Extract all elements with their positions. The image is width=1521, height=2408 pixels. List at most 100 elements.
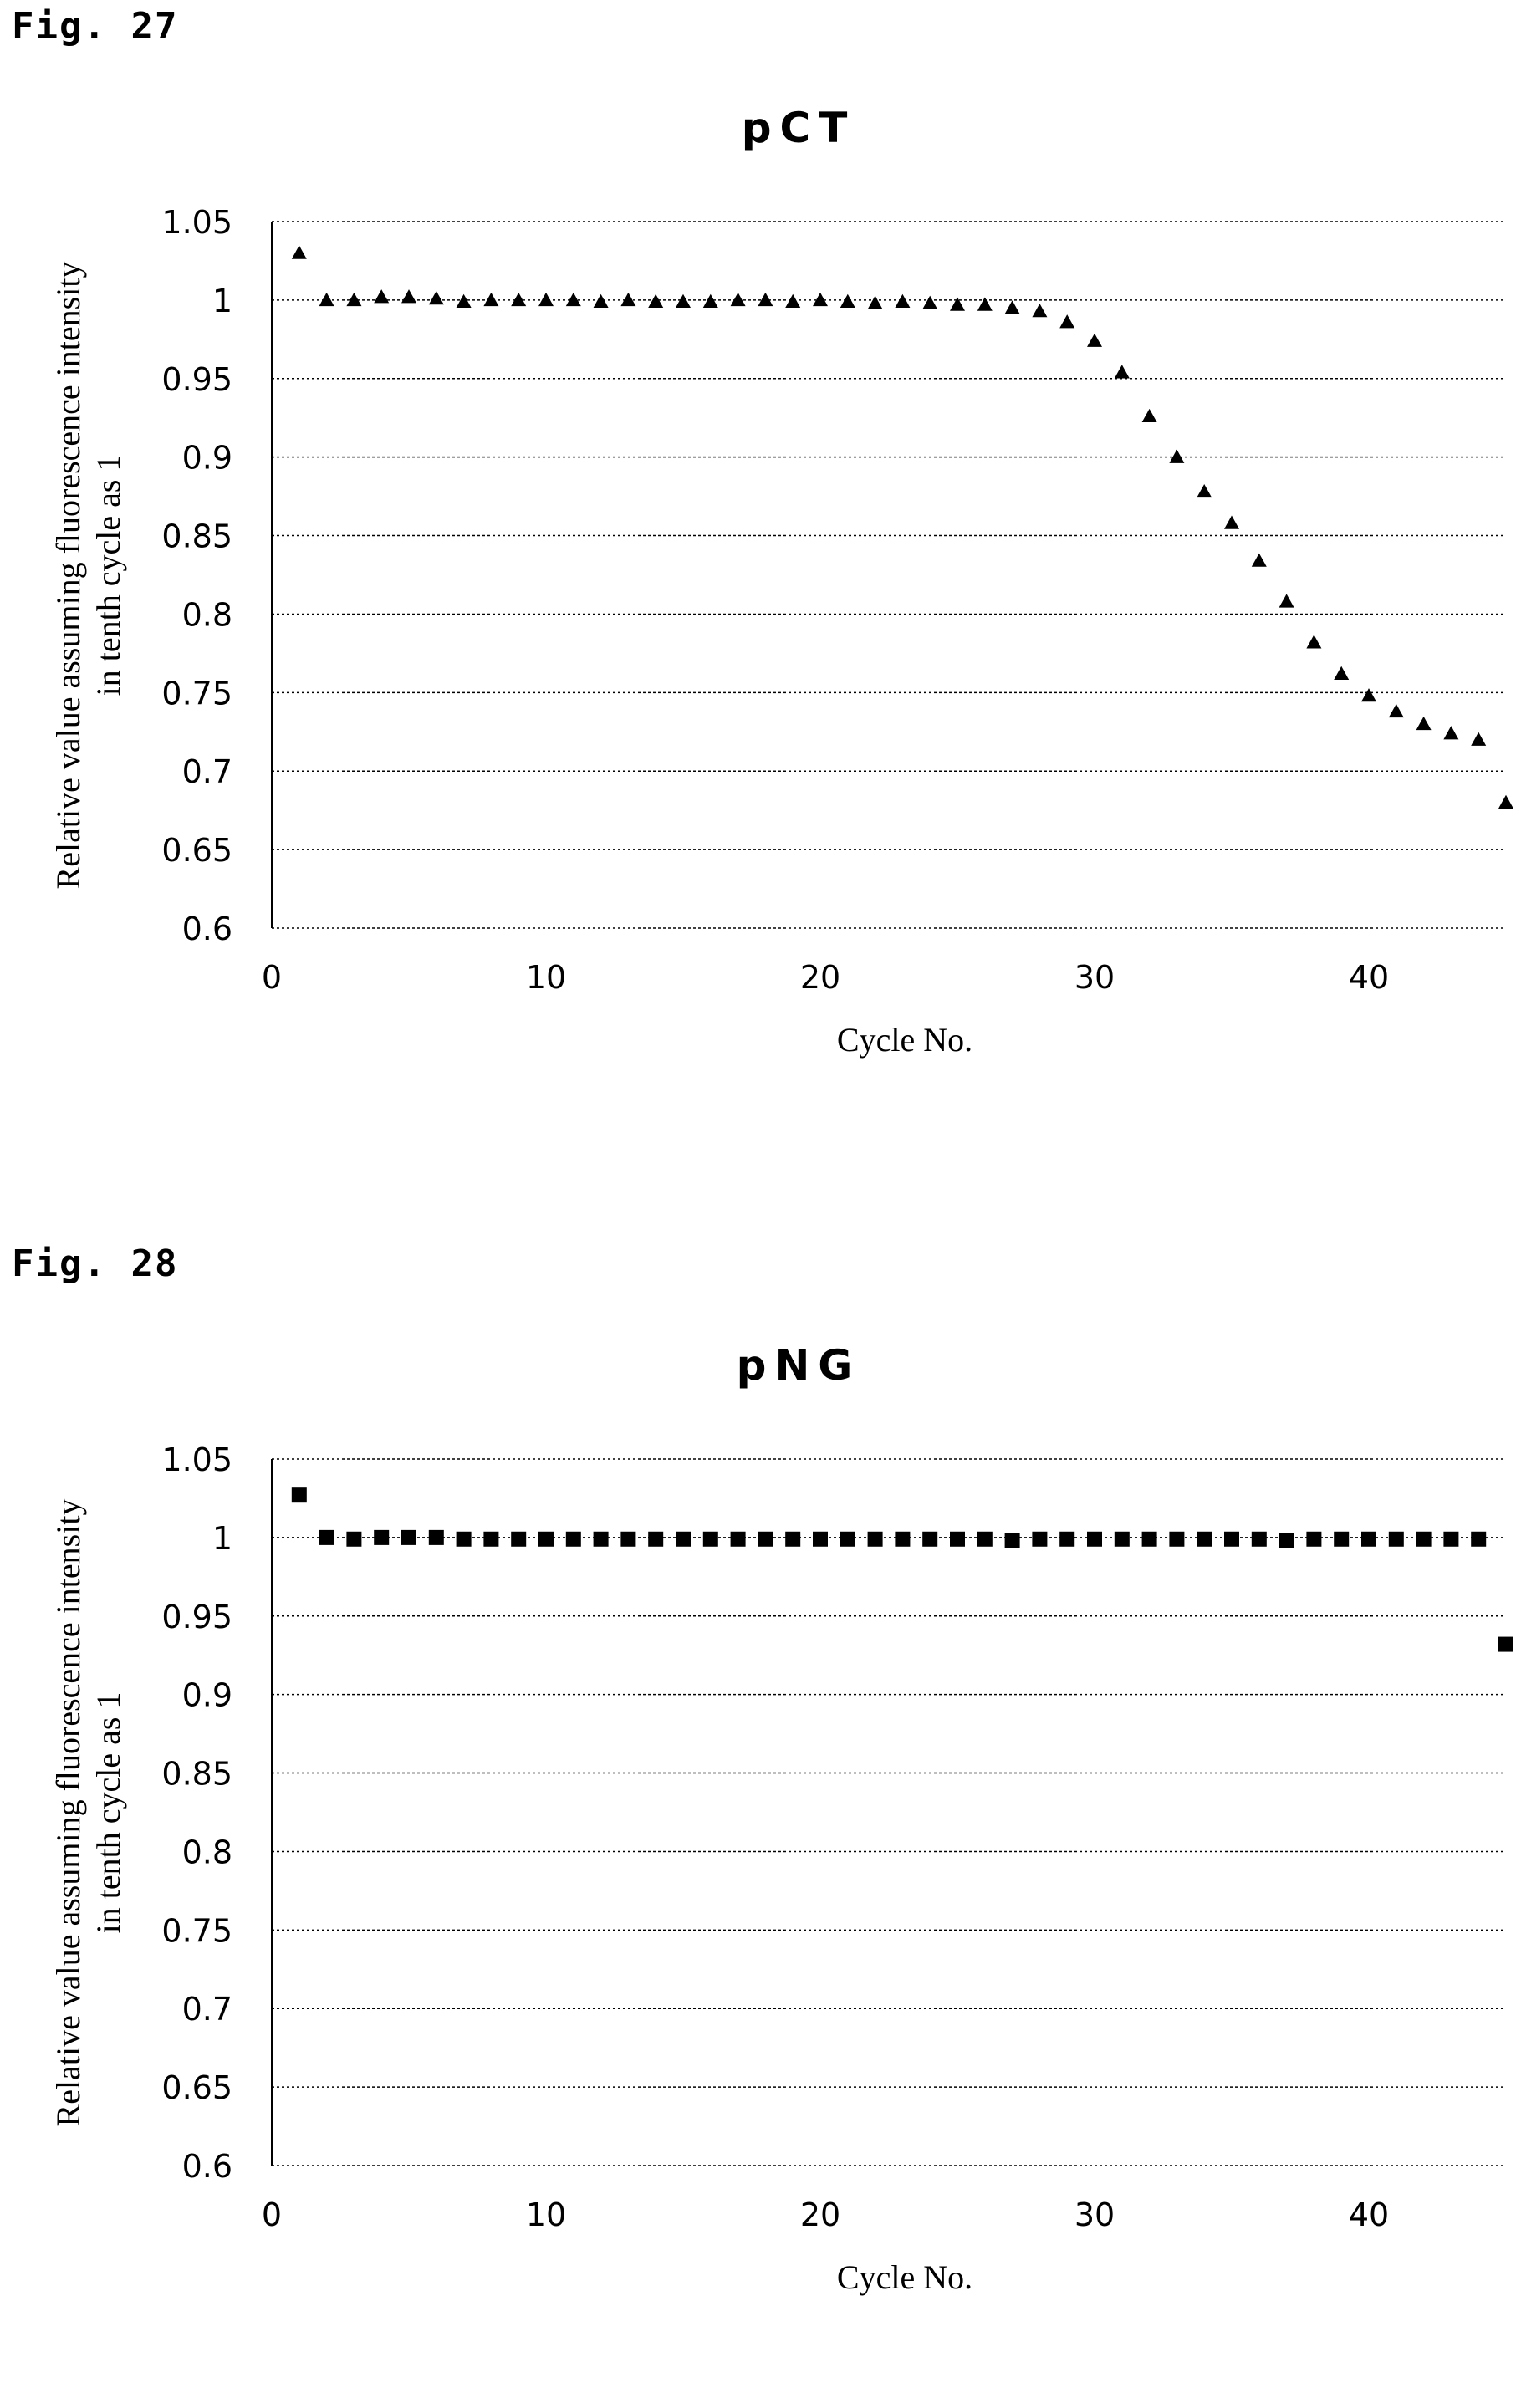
data-point-square [1498,1637,1513,1652]
data-point-square [429,1530,444,1545]
data-point-square [566,1532,581,1547]
chart-title: pNG [737,1341,861,1390]
x-axis-label: Cycle No. [837,1021,972,1059]
data-point-square [977,1532,993,1547]
y-tick-label: 0.95 [161,361,232,398]
data-point-triangle [676,294,691,308]
y-axis-label-line: Relative value assuming fluorescence int… [49,1499,87,2127]
data-point-square [1306,1532,1321,1547]
x-tick-label: 0 [262,2196,282,2233]
data-point-square [1443,1532,1458,1547]
figure-28-label: Fig. 28 [12,1242,178,1285]
data-point-square [1471,1532,1486,1547]
y-axis-label: Relative value assuming fluorescence int… [49,1499,127,2127]
x-axis-label: Cycle No. [837,2258,972,2296]
x-tick-label: 10 [526,2196,566,2233]
data-point-triangle [620,293,635,306]
data-point-triangle [1087,334,1102,347]
data-point-triangle [922,296,937,309]
data-point-square [1059,1532,1074,1547]
data-point-triangle [1197,484,1212,497]
data-point-triangle [457,294,472,308]
data-point-square [483,1532,498,1547]
data-point-triangle [1361,688,1376,701]
data-point-square [1279,1533,1294,1548]
data-point-square [1416,1532,1432,1547]
data-point-triangle [319,293,334,306]
y-tick-label: 1 [212,1520,232,1557]
data-point-square [1252,1532,1267,1547]
figure-27-label: Fig. 27 [12,5,178,48]
data-point-square [457,1532,472,1547]
chart-pct: pCT0.60.650.70.750.80.850.90.9511.050102… [0,84,1521,1171]
data-point-triangle [1334,666,1349,680]
data-point-triangle [374,289,389,303]
y-tick-label: 1.05 [161,204,232,241]
data-point-square [401,1530,416,1545]
data-point-triangle [895,294,910,308]
data-point-triangle [1142,409,1157,422]
y-tick-label: 0.8 [182,596,232,633]
data-point-triangle [1252,554,1267,567]
y-tick-label: 0.9 [182,440,232,477]
y-tick-label: 0.7 [182,753,232,790]
y-tick-label: 0.85 [161,518,232,555]
data-point-triangle [1032,304,1047,317]
data-point-triangle [758,293,773,306]
data-point-triangle [731,293,746,306]
data-point-triangle [813,293,828,306]
y-axis-label: Relative value assuming fluorescence int… [49,262,127,890]
data-point-square [1005,1533,1020,1548]
data-point-triangle [292,246,307,259]
data-point-square [1224,1532,1239,1547]
data-point-square [840,1532,855,1547]
y-tick-label: 0.8 [182,1834,232,1870]
data-point-triangle [950,298,965,311]
data-point-triangle [1416,717,1432,730]
data-point-triangle [538,293,554,306]
x-tick-label: 20 [800,2196,840,2233]
data-point-triangle [1059,314,1074,328]
data-point-square [1169,1532,1184,1547]
y-tick-label: 0.75 [161,1912,232,1949]
data-point-triangle [1306,635,1321,648]
data-point-square [1142,1532,1157,1547]
y-tick-label: 1.05 [161,1441,232,1478]
data-point-square [292,1487,307,1502]
data-point-triangle [429,291,444,304]
y-tick-label: 0.6 [182,911,232,947]
data-point-triangle [977,298,993,311]
x-tick-label: 40 [1349,2196,1389,2233]
chart-png: pNG0.60.650.70.750.80.850.90.9511.050102… [0,1321,1521,2408]
data-point-square [676,1532,691,1547]
y-tick-label: 1 [212,283,232,319]
data-point-square [703,1532,718,1547]
data-point-square [731,1532,746,1547]
y-axis-label-line: in tenth cycle as 1 [89,455,127,696]
x-tick-label: 0 [262,959,282,996]
data-point-square [1197,1532,1212,1547]
y-tick-label: 0.65 [161,832,232,869]
x-tick-label: 30 [1074,2196,1115,2233]
data-point-square [1115,1532,1130,1547]
x-tick-label: 30 [1074,959,1115,996]
data-point-square [895,1532,910,1547]
data-point-square [1389,1532,1404,1547]
data-point-square [511,1532,526,1547]
data-point-triangle [648,294,663,308]
data-point-square [1334,1532,1349,1547]
data-point-triangle [785,294,800,308]
data-point-square [319,1530,334,1545]
y-tick-label: 0.75 [161,675,232,712]
y-axis-label-line: Relative value assuming fluorescence int… [49,262,87,890]
x-tick-label: 10 [526,959,566,996]
data-point-triangle [346,293,361,306]
data-point-triangle [1471,732,1486,746]
data-point-triangle [868,296,883,309]
data-point-square [785,1532,800,1547]
data-point-triangle [703,294,718,308]
data-point-square [538,1532,554,1547]
data-point-square [1032,1532,1047,1547]
data-point-square [346,1532,361,1547]
x-tick-label: 20 [800,959,840,996]
